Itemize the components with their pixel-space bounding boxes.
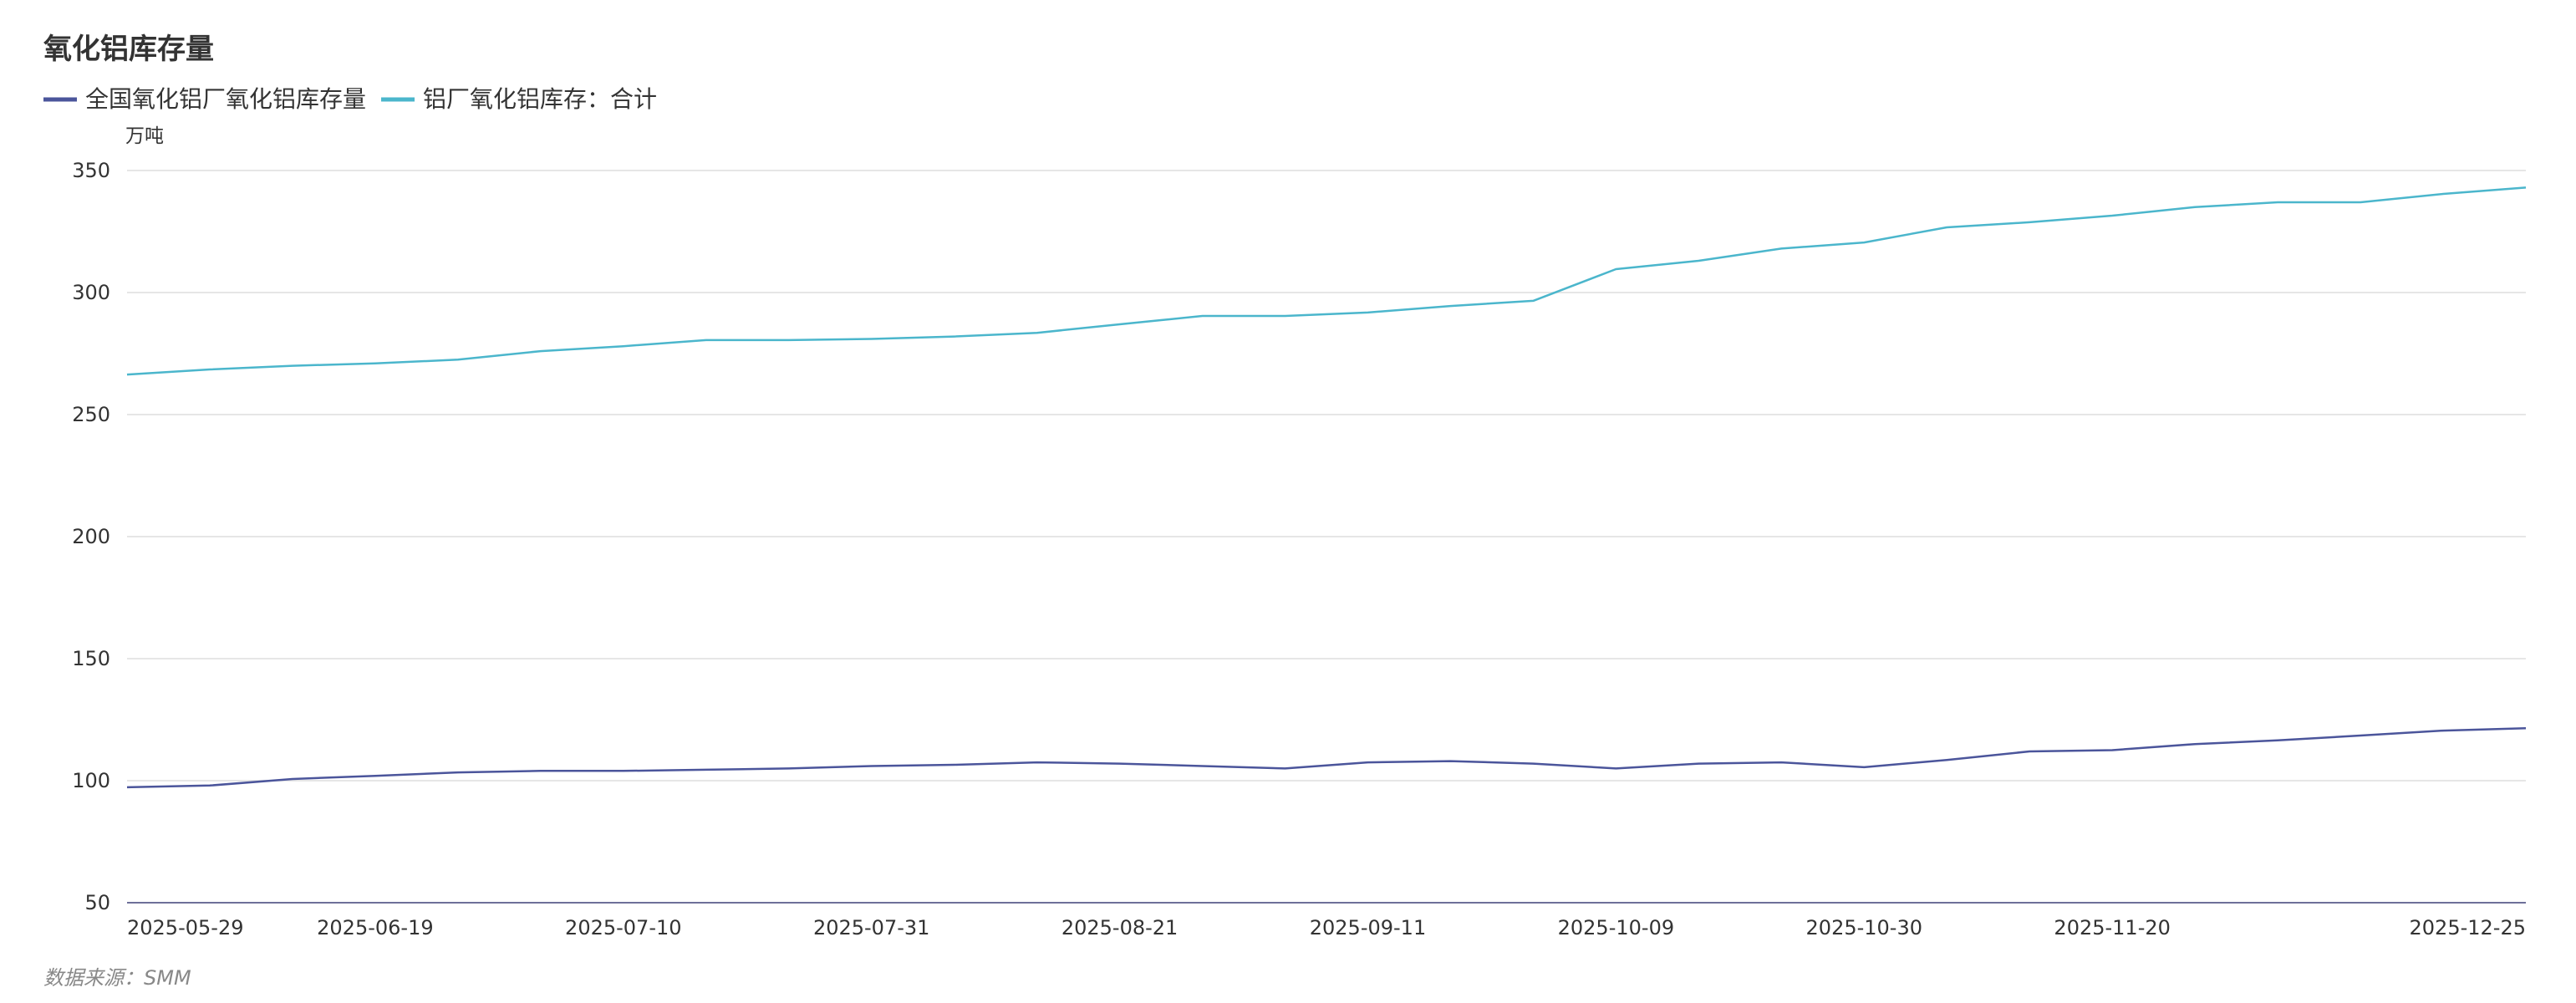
- x-tick-label: 2025-10-30: [1806, 916, 1922, 939]
- legend: 全国氧化铝厂氧化铝库存量 铝厂氧化铝库存：合计: [43, 85, 657, 113]
- chart-title: 氧化铝库存量: [43, 33, 214, 66]
- x-tick-label: 2025-06-19: [317, 916, 433, 939]
- y-tick-label: 300: [72, 281, 110, 304]
- x-tick-label: 2025-12-25: [2410, 916, 2526, 939]
- y-tick-label: 100: [72, 769, 110, 792]
- series-line-0: [126, 726, 2527, 789]
- legend-label: 铝厂氧化铝库存：合计: [423, 85, 657, 113]
- x-axis: 2025-05-29 2025-06-19 2025-07-10 2025-07-31…: [127, 902, 2526, 939]
- x-tick-label: 2025-08-21: [1061, 916, 1178, 939]
- y-tick-label: 50: [84, 891, 110, 914]
- y-tick-label: 350: [72, 159, 110, 182]
- series-line-1: [126, 186, 2527, 376]
- x-tick-label: 2025-07-10: [565, 916, 681, 939]
- series-lines: [126, 186, 2527, 789]
- source-note: 数据来源：SMM: [43, 966, 191, 990]
- x-tick-label: 2025-07-31: [813, 916, 929, 939]
- x-tick-label: 2025-09-11: [1310, 916, 1426, 939]
- y-tick-label: 200: [72, 525, 110, 548]
- grid: [127, 170, 2526, 782]
- x-tick-label: 2025-10-09: [1558, 916, 1674, 939]
- y-axis: 50 100 150 200 250 300 350: [72, 159, 110, 914]
- x-tick-label: 2025-05-29: [127, 916, 243, 939]
- y-tick-label: 250: [72, 403, 110, 426]
- y-axis-unit: 万吨: [125, 125, 164, 147]
- legend-label: 全国氧化铝厂氧化铝库存量: [85, 85, 366, 113]
- x-tick-label: 2025-11-20: [2054, 916, 2170, 939]
- y-tick-label: 150: [72, 647, 110, 670]
